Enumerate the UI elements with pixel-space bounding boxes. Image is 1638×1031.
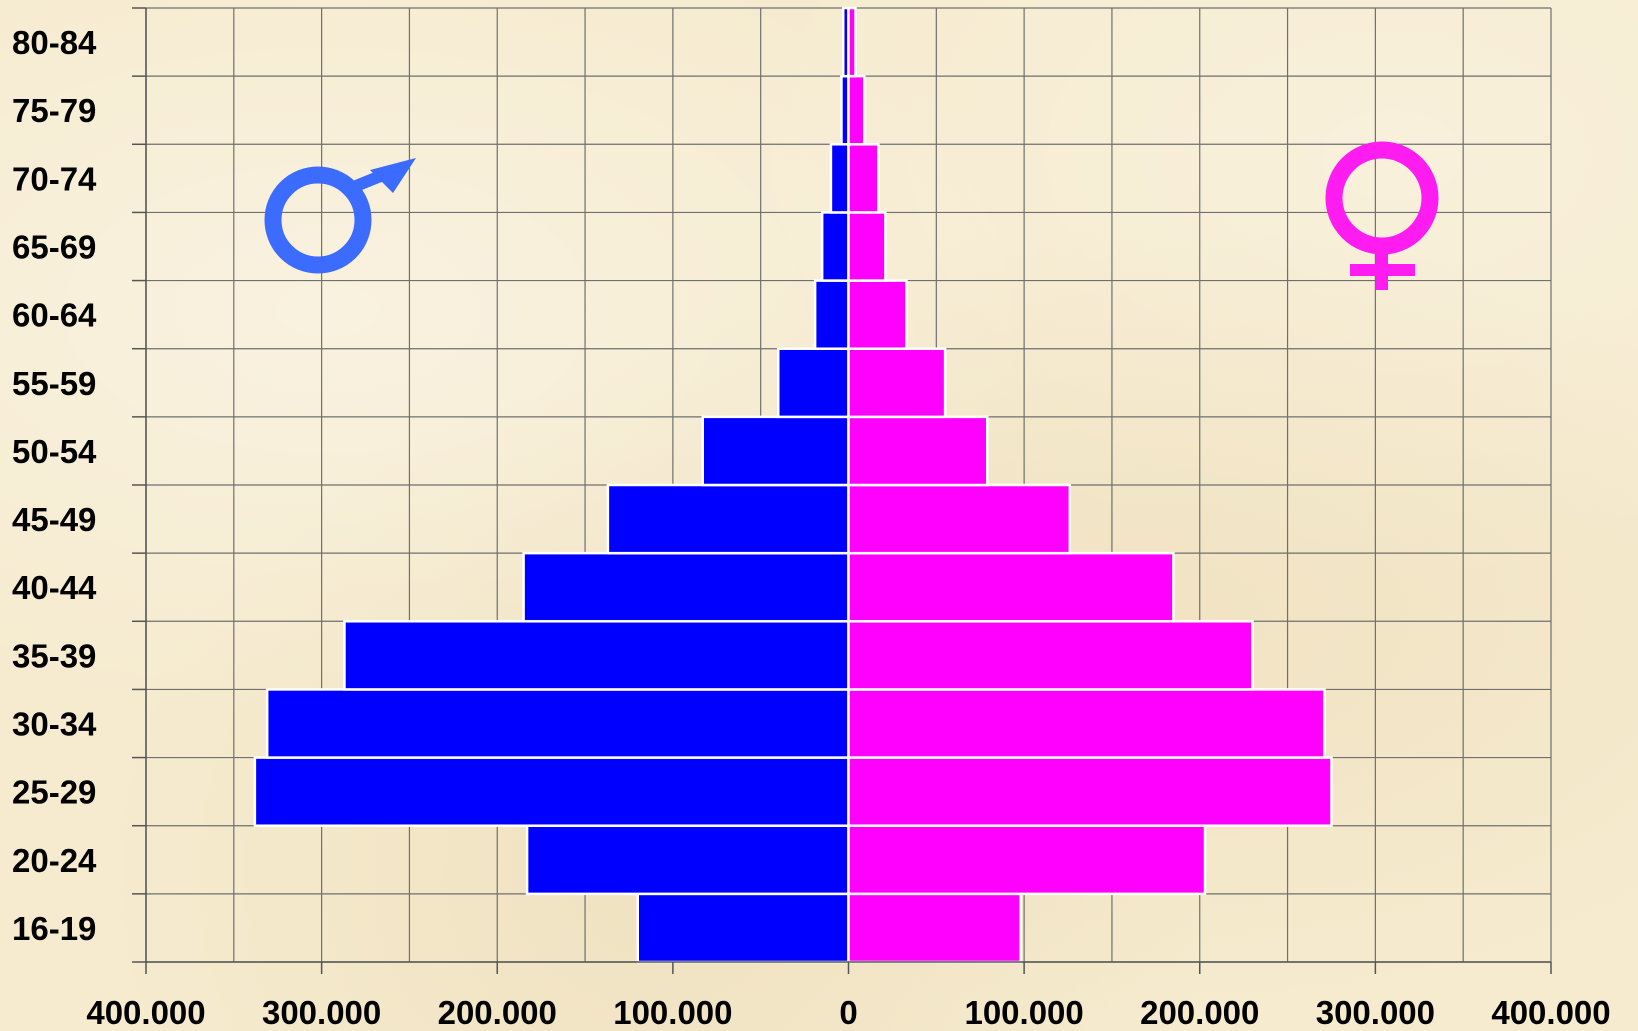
y-tick-label: 16-19: [12, 910, 96, 947]
male-bar-25-29: [253, 756, 850, 827]
y-tick-label: 40-44: [12, 569, 97, 606]
x-axis-labels: 400.000 300.000 200.000 100.000 0 100.000 200.…: [86, 994, 1610, 1031]
female-bar-20-24: [847, 824, 1207, 896]
female-symbol-icon: [1325, 141, 1439, 290]
male-bar-35-39: [343, 620, 850, 691]
x-tick-label: 200.000: [1140, 994, 1259, 1031]
y-tick-label: 70-74: [12, 160, 97, 197]
y-tick-label: 25-29: [12, 774, 96, 811]
y-tick-label: 20-24: [12, 842, 97, 879]
male-bar-20-24: [525, 824, 850, 896]
female-bar-45-49: [847, 483, 1072, 555]
y-tick-label: 55-59: [12, 365, 96, 402]
bars: [253, 6, 1333, 964]
axes: [132, 7, 1552, 974]
female-bar-55-59: [847, 347, 947, 419]
female-bar-65-69: [847, 211, 887, 282]
female-bar-75-79: [847, 74, 866, 146]
female-bar-50-54: [847, 415, 989, 487]
male-bar-70-74: [829, 143, 850, 214]
female-bar-70-74: [847, 143, 880, 214]
male-bar-55-59: [777, 347, 850, 419]
male-bar-65-69: [820, 211, 850, 282]
female-bar-80-84: [847, 6, 857, 78]
female-bar-30-34: [847, 688, 1326, 759]
y-tick-label: 65-69: [12, 229, 96, 266]
x-tick-label: 100.000: [964, 994, 1083, 1031]
x-tick-label: 100.000: [613, 994, 732, 1031]
female-bar-35-39: [847, 620, 1254, 691]
y-axis-labels: 16-19 20-24 25-29 30-34 35-39 40-44 45-49 50-54…: [12, 24, 97, 947]
x-tick-label: 0: [839, 994, 857, 1031]
male-bar-16-19: [636, 892, 850, 964]
male-bar-60-64: [813, 279, 850, 350]
female-bar-16-19: [847, 892, 1022, 964]
male-symbol-icon: [264, 158, 416, 274]
y-tick-label: 75-79: [12, 92, 96, 129]
male-bar-40-44: [522, 551, 850, 623]
y-tick-label: 30-34: [12, 706, 97, 743]
y-tick-label: 45-49: [12, 501, 96, 538]
x-tick-label: 200.000: [438, 994, 557, 1031]
female-bar-40-44: [847, 551, 1175, 623]
y-tick-label: 50-54: [12, 433, 97, 470]
male-bar-30-34: [265, 688, 850, 759]
male-bar-50-54: [701, 415, 850, 487]
female-bar-25-29: [847, 756, 1333, 827]
x-tick-label: 400.000: [86, 994, 205, 1031]
y-tick-label: 60-64: [12, 297, 97, 334]
male-bar-45-49: [606, 483, 850, 555]
x-tick-label: 400.000: [1491, 994, 1610, 1031]
x-tick-label: 300.000: [1316, 994, 1435, 1031]
x-tick-label: 300.000: [262, 994, 381, 1031]
female-bar-60-64: [847, 279, 908, 350]
y-tick-label: 80-84: [12, 24, 97, 61]
y-tick-label: 35-39: [12, 637, 96, 674]
